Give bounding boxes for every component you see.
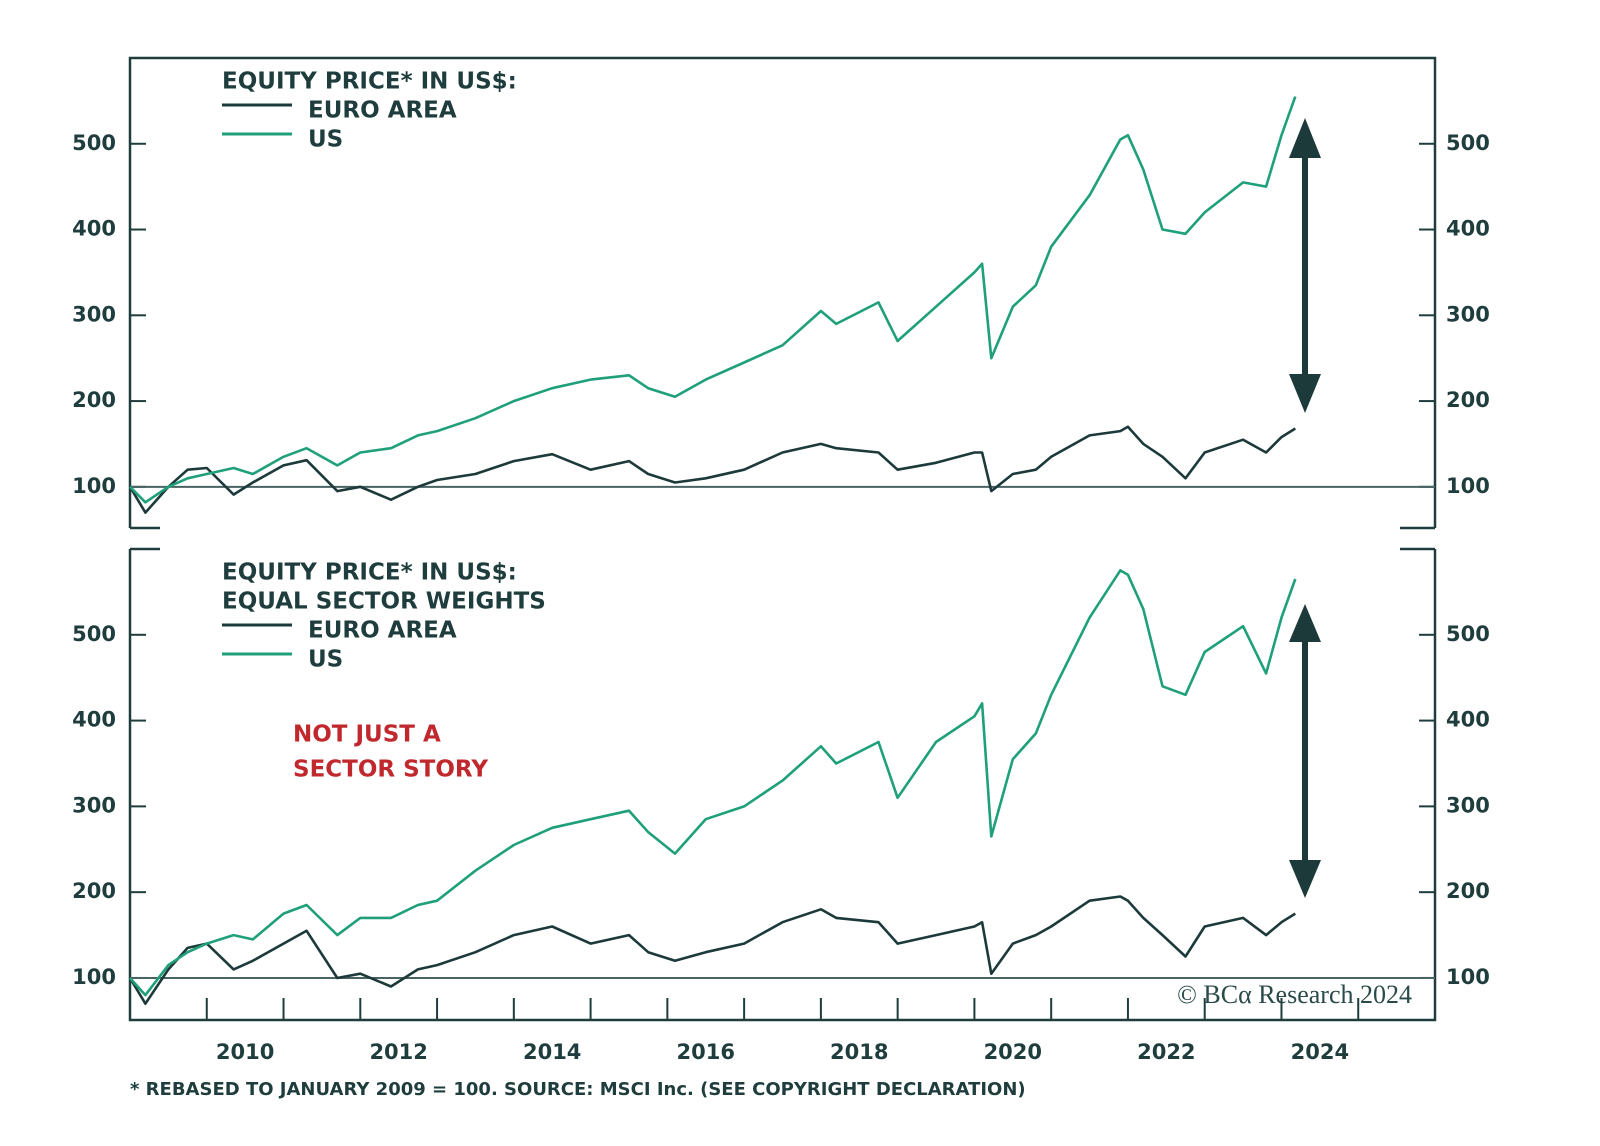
x-tick-label: 2012: [369, 1040, 427, 1064]
gap-arrow: [1289, 118, 1321, 898]
x-tick-label: 2016: [677, 1040, 735, 1064]
y2-tick-label: 500: [1446, 131, 1490, 155]
y-tick-label: 500: [72, 131, 116, 155]
series-line: [128, 895, 1296, 1005]
y-tick-label: 300: [72, 302, 116, 326]
legend-subtitle: EQUAL SECTOR WEIGHTS: [222, 589, 546, 615]
x-tick-label: 2020: [984, 1040, 1042, 1064]
footnote: * REBASED TO JANUARY 2009 = 100. SOURCE:…: [130, 1079, 1026, 1100]
x-tick-label: 2010: [216, 1040, 274, 1064]
series-line: [129, 569, 1297, 997]
bottom-frame: [128, 547, 1437, 1022]
y-tick-label: 200: [72, 388, 116, 412]
y-tick-label: 400: [72, 708, 116, 732]
legend-title: EQUITY PRICE* IN US$:: [222, 69, 517, 95]
y2-tick-label: 300: [1446, 302, 1490, 326]
legend-title: EQUITY PRICE* IN US$:: [222, 560, 517, 586]
top-frame: [128, 56, 1437, 530]
y-tick-label: 300: [72, 793, 116, 817]
legend-label: US: [308, 647, 343, 673]
y-tick-label: 100: [72, 965, 116, 989]
y2-tick-label: 200: [1446, 388, 1490, 412]
series-line: [128, 425, 1296, 514]
x-tick-label: 2014: [523, 1040, 581, 1064]
y2-tick-label: 300: [1446, 793, 1490, 817]
y2-tick-label: 400: [1446, 708, 1490, 732]
x-tick-label: 2018: [830, 1040, 888, 1064]
series-line: [129, 96, 1297, 504]
legend-label: US: [308, 127, 343, 153]
y2-tick-label: 400: [1446, 217, 1490, 241]
legend-label: EURO AREA: [308, 98, 457, 124]
y-tick-label: 400: [72, 217, 116, 241]
y-tick-label: 100: [72, 474, 116, 498]
y2-tick-label: 500: [1446, 622, 1490, 646]
y-tick-label: 200: [72, 879, 116, 903]
y2-tick-label: 100: [1446, 965, 1490, 989]
y-tick-label: 500: [72, 622, 116, 646]
y2-tick-label: 100: [1446, 474, 1490, 498]
copyright: © BCα Research 2024: [1177, 980, 1412, 1009]
x-tick-label: 2022: [1137, 1040, 1195, 1064]
annotation: SECTOR STORY: [293, 757, 488, 783]
x-tick-label: 2024: [1291, 1040, 1349, 1064]
legend-label: EURO AREA: [308, 618, 457, 644]
y2-tick-label: 200: [1446, 879, 1490, 903]
annotation: NOT JUST A: [293, 722, 441, 748]
